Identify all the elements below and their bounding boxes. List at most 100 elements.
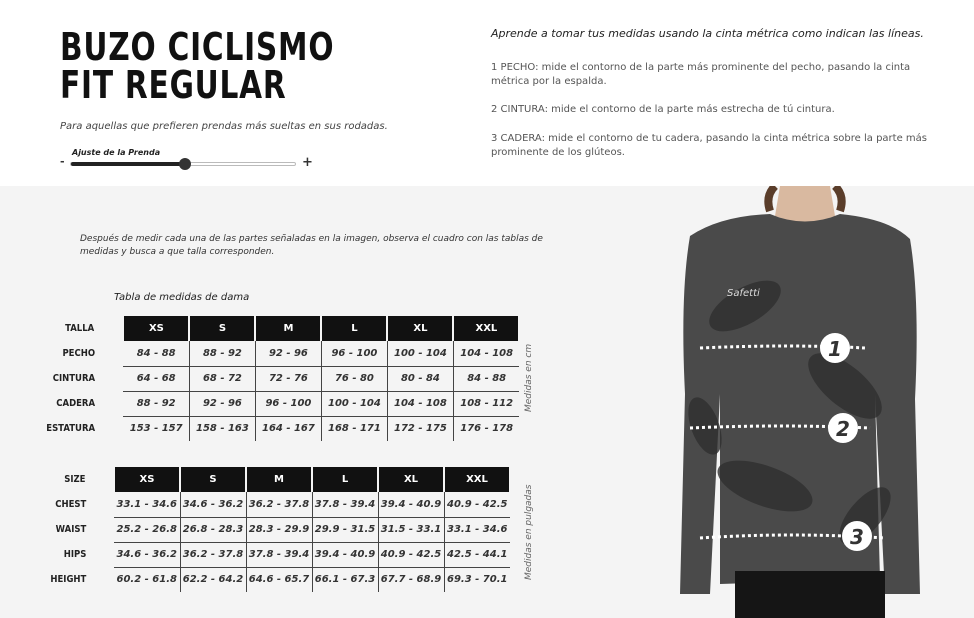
table-cell: 40.9 - 42.5 [377, 542, 444, 568]
step-waist: 2 CINTURA: mide el contorno de la parte … [491, 104, 835, 115]
table-cell: 36.2 - 37.8 [245, 492, 312, 518]
size-header-xxl: XXL [443, 467, 511, 492]
size-header-m: M [254, 316, 323, 341]
row-label: ESTATURA [46, 423, 96, 434]
table-cell: 84 - 88 [452, 366, 520, 392]
row-label: HEIGHT [50, 574, 87, 585]
row-label: CADERA [56, 398, 96, 409]
size-header-m: M [245, 467, 313, 492]
table-cell: 104 - 108 [386, 391, 454, 417]
table-row: CADERA 88 - 92 92 - 96 96 - 100 100 - 104 104… [40, 391, 520, 417]
table-cell: 69.3 - 70.1 [443, 567, 510, 592]
marker-2: 2 [828, 413, 858, 443]
table-cell: 108 - 112 [452, 391, 520, 417]
row-label: HIPS [63, 549, 87, 560]
table-cell: 33.1 - 34.6 [114, 492, 180, 518]
table-cell: 104 - 108 [452, 341, 520, 367]
svg-text:3: 3 [850, 525, 864, 549]
table-cell: 66.1 - 67.3 [311, 567, 378, 592]
table-cell: 39.4 - 40.9 [377, 492, 444, 518]
cm-size-table: TALLA XS S M L XL XXL PECHO 84 - 88 88 - 92 92 - 9… [40, 316, 521, 441]
table-cell: 168 - 171 [320, 416, 388, 441]
table-row: CHEST 33.1 - 34.6 34.6 - 36.2 36.2 - 37.8 37… [40, 492, 510, 518]
table-cell: 88 - 92 [188, 341, 256, 367]
size-header-xs: XS [122, 316, 191, 341]
table-cell: 158 - 163 [188, 416, 256, 441]
header-section [0, 0, 974, 186]
table-cell: 31.5 - 33.1 [377, 517, 444, 543]
table-cell: 100 - 104 [386, 341, 454, 367]
instructions-intro: Aprende a tomar tus medidas usando la ci… [491, 27, 924, 40]
size-header-s: S [188, 316, 257, 341]
fit-slider[interactable] [70, 158, 296, 170]
subtitle: Para aquellas que prefieren prendas más … [60, 121, 388, 132]
minus-icon: - [60, 155, 65, 168]
table-cell: 40.9 - 42.5 [443, 492, 510, 518]
size-header-xxl: XXL [452, 316, 521, 341]
step-chest: 1 PECHO: mide el contorno de la parte má… [491, 62, 911, 87]
table-cell: 64 - 68 [123, 366, 190, 392]
table-cell: 34.6 - 36.2 [179, 492, 246, 518]
table-cell: 92 - 96 [188, 391, 256, 417]
size-header-xl: XL [386, 316, 455, 341]
table-row: PECHO 84 - 88 88 - 92 92 - 96 96 - 100 100 - … [40, 341, 520, 367]
table-cell: 164 - 167 [254, 416, 322, 441]
slider-knob[interactable] [179, 158, 192, 170]
svg-text:2: 2 [836, 417, 850, 441]
table-cell: 176 - 178 [452, 416, 520, 441]
table-cell: 42.5 - 44.1 [443, 542, 510, 568]
size-header-xs: XS [113, 467, 181, 492]
step-hips: 3 CADERA: mide el contorno de tu cadera,… [491, 133, 927, 158]
inch-unit-label: Medidas en pulgadas [524, 484, 534, 580]
table-cell: 34.6 - 36.2 [114, 542, 180, 568]
svg-text:1: 1 [828, 337, 842, 361]
marker-1: 1 [820, 333, 850, 363]
table-cell: 84 - 88 [123, 341, 190, 367]
row-label: CHEST [55, 499, 87, 510]
table-cell: 33.1 - 34.6 [443, 517, 510, 543]
marker-3: 3 [842, 521, 872, 551]
cm-unit-label: Medidas en cm [524, 343, 534, 412]
header-label: TALLA [65, 323, 95, 334]
table-cell: 25.2 - 26.8 [114, 517, 180, 543]
table-cell: 39.4 - 40.9 [311, 542, 378, 568]
table-cell: 28.3 - 29.9 [245, 517, 312, 543]
table-cell: 88 - 92 [123, 391, 190, 417]
table-cell: 37.8 - 39.4 [245, 542, 312, 568]
row-label: PECHO [62, 348, 96, 359]
table-cell: 72 - 76 [254, 366, 322, 392]
size-header-l: L [320, 316, 389, 341]
page-title: BUZO CICLISMO FIT REGULAR [60, 25, 335, 107]
table-cell: 68 - 72 [188, 366, 256, 392]
table-cell: 96 - 100 [254, 391, 322, 417]
table-title: Tabla de medidas de dama [114, 292, 250, 303]
table-cell: 29.9 - 31.5 [311, 517, 378, 543]
table-cell: 100 - 104 [320, 391, 388, 417]
table-cell: 153 - 157 [129, 423, 183, 435]
inch-size-table: SIZE XS S M L XL XXL CHEST 33.1 - 34.6 34.6 - 36.… [40, 467, 511, 592]
table-cell: 76 - 80 [320, 366, 388, 392]
table-cell: 36.2 - 37.8 [179, 542, 246, 568]
size-header-xl: XL [377, 467, 445, 492]
table-cell: 67.7 - 68.9 [377, 567, 444, 592]
table-cell: 26.8 - 28.3 [179, 517, 246, 543]
slider-fill [71, 162, 186, 166]
table-row: ESTATURA 153 - 157 158 - 163 164 - 167 168 -… [40, 416, 520, 441]
table-cell: 92 - 96 [254, 341, 322, 367]
table-cell: 37.8 - 39.4 [311, 492, 378, 518]
table-cell: 172 - 175 [386, 416, 454, 441]
table-row: WAIST 25.2 - 26.8 26.8 - 28.3 28.3 - 29.9 29… [40, 517, 510, 543]
table-row: HEIGHT 60.2 - 61.8 62.2 - 64.2 64.6 - 65.7 6… [40, 567, 510, 592]
row-label: WAIST [55, 524, 87, 535]
table-row: CINTURA 64 - 68 68 - 72 72 - 76 76 - 80 80 - … [40, 366, 520, 392]
table-cell: 96 - 100 [320, 341, 388, 367]
brand-logo: Safetti [727, 288, 760, 299]
measurement-note: Después de medir cada una de las partes … [80, 234, 543, 257]
table-cell: 60.2 - 61.8 [116, 574, 177, 586]
size-header-s: S [179, 467, 247, 492]
plus-icon: + [302, 155, 313, 170]
table-row: HIPS 34.6 - 36.2 36.2 - 37.8 37.8 - 39.4 39.… [40, 542, 510, 568]
table-cell: 80 - 84 [386, 366, 454, 392]
header-label: SIZE [64, 474, 86, 485]
size-header-l: L [311, 467, 379, 492]
